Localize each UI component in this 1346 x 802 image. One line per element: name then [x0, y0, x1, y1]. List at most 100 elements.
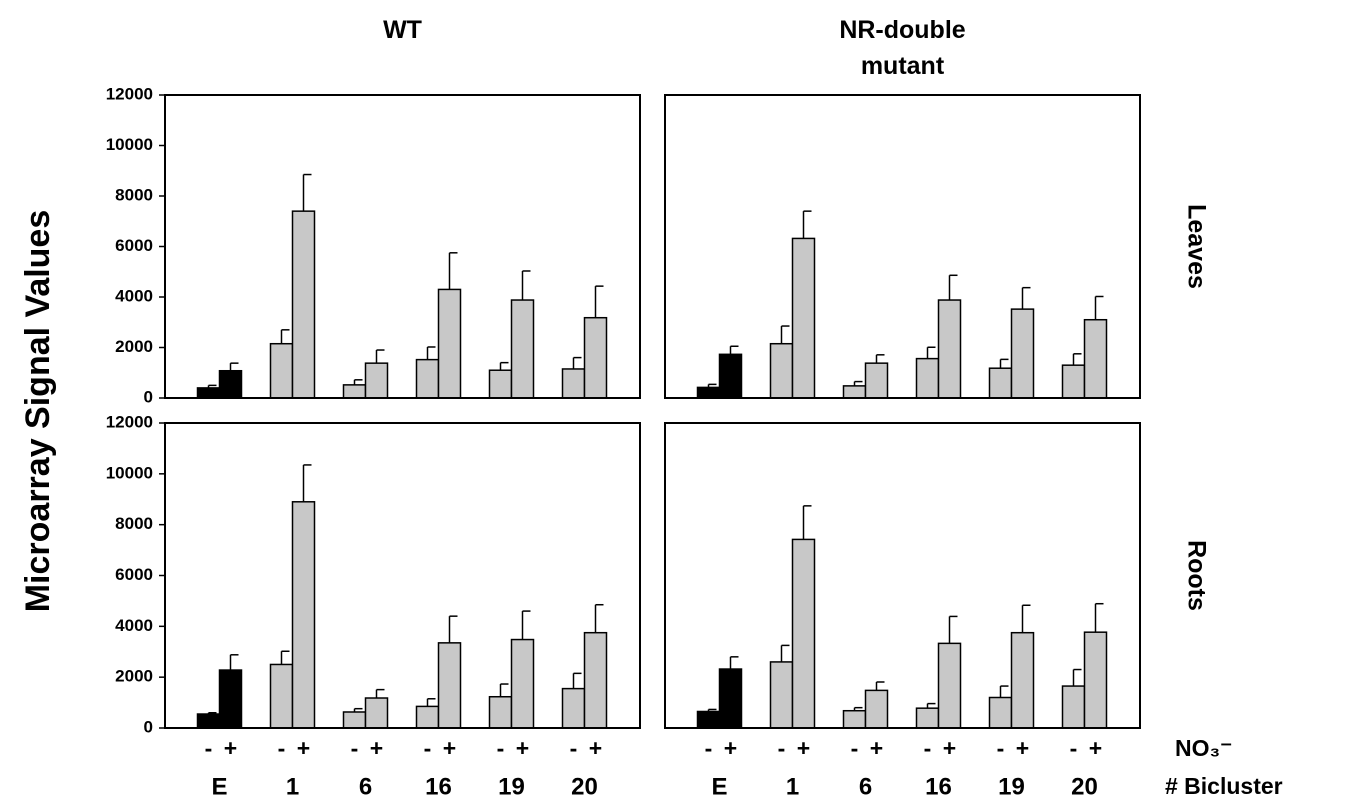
bar: [1010, 308, 1035, 399]
bar: [561, 368, 586, 399]
x-tick-label: 16: [425, 773, 452, 800]
series-tick-label: +: [1016, 735, 1029, 761]
bar: [769, 661, 794, 729]
series-tick-label: -: [278, 735, 286, 761]
error-bar: [875, 354, 885, 364]
panel-frame: [664, 422, 1141, 729]
row-label: Leaves: [1182, 204, 1210, 289]
error-bar: [448, 252, 458, 290]
series-tick-label: -: [924, 735, 932, 761]
bar: [196, 387, 221, 399]
error-bar: [1072, 668, 1082, 687]
error-bar: [302, 173, 312, 212]
series-label: NO₃⁻: [1175, 735, 1232, 761]
error-bar: [948, 615, 958, 644]
error-bar: [926, 702, 936, 709]
bar: [364, 697, 389, 729]
x-tick-label: 19: [998, 773, 1025, 800]
bar: [864, 689, 889, 729]
error-bar: [426, 698, 436, 707]
error-bar: [280, 329, 290, 344]
bar: [718, 668, 743, 729]
x-tick-label: E: [711, 773, 727, 800]
error-bar: [353, 379, 363, 385]
y-tick-label: 10000: [106, 135, 153, 154]
series-tick-label: +: [1089, 735, 1102, 761]
error-bar: [875, 681, 885, 691]
bar: [583, 631, 608, 729]
bar: [915, 707, 940, 729]
error-bar: [229, 362, 239, 371]
error-bar: [853, 706, 863, 711]
error-bar: [426, 346, 436, 360]
error-bar: [1021, 286, 1031, 310]
error-bar: [572, 672, 582, 689]
error-bar: [1094, 295, 1104, 320]
error-bar: [1072, 353, 1082, 366]
series-tick-label: -: [778, 735, 786, 761]
y-tick-label: 6000: [115, 236, 153, 255]
series-tick-label: +: [516, 735, 529, 761]
series-tick-label: +: [724, 735, 737, 761]
x-tick-label: 20: [1071, 773, 1098, 800]
error-bar: [499, 361, 509, 371]
series-tick-label: -: [997, 735, 1005, 761]
bar: [1061, 364, 1086, 399]
bar: [437, 642, 462, 729]
bar: [842, 709, 867, 729]
series-tick-label: -: [1070, 735, 1078, 761]
error-bar: [802, 210, 812, 239]
series-tick-label: +: [443, 735, 456, 761]
error-bar: [353, 707, 363, 712]
bar: [988, 696, 1013, 729]
x-tick-label: 16: [925, 773, 952, 800]
error-bar: [229, 654, 239, 671]
bar: [218, 369, 243, 399]
error-bar: [521, 610, 531, 640]
bar: [769, 342, 794, 399]
series-tick-label: -: [351, 735, 359, 761]
y-tick-label: 0: [144, 387, 153, 406]
bar: [583, 316, 608, 399]
y-tick-label: 10000: [106, 463, 153, 482]
y-tick-label: 6000: [115, 565, 153, 584]
error-bar: [999, 358, 1009, 369]
bar: [342, 711, 367, 729]
bar: [415, 705, 440, 729]
bar: [842, 385, 867, 399]
series-tick-label: -: [570, 735, 578, 761]
error-bar: [1021, 604, 1031, 633]
bar: [791, 237, 816, 399]
bar: [791, 538, 816, 729]
series-tick-label: +: [870, 735, 883, 761]
bar: [561, 687, 586, 729]
series-tick-label: +: [943, 735, 956, 761]
error-bar: [572, 356, 582, 369]
y-tick-label: 4000: [115, 616, 153, 635]
series-tick-label: +: [797, 735, 810, 761]
y-tick-label: 2000: [115, 337, 153, 356]
x-tick-label: 1: [786, 773, 799, 800]
y-tick-label: 8000: [115, 185, 153, 204]
row-label: Roots: [1182, 540, 1210, 611]
bar: [291, 501, 316, 729]
bar: [510, 299, 535, 399]
bar: [1083, 318, 1108, 399]
bar: [488, 695, 513, 729]
series-tick-label: -: [497, 735, 505, 761]
bar: [718, 353, 743, 399]
y-tick-label: 4000: [115, 286, 153, 305]
x-tick-label: 6: [359, 773, 372, 800]
bar: [1010, 631, 1035, 729]
bar: [864, 362, 889, 399]
error-bar: [375, 349, 385, 364]
y-tick-label: 2000: [115, 667, 153, 686]
error-bar: [729, 656, 739, 670]
error-bar: [999, 685, 1009, 698]
panel-frame: [664, 94, 1141, 399]
error-bar: [780, 644, 790, 662]
x-tick-label: 1: [286, 773, 299, 800]
bar: [291, 210, 316, 399]
error-bar: [499, 683, 509, 697]
bar: [937, 299, 962, 399]
